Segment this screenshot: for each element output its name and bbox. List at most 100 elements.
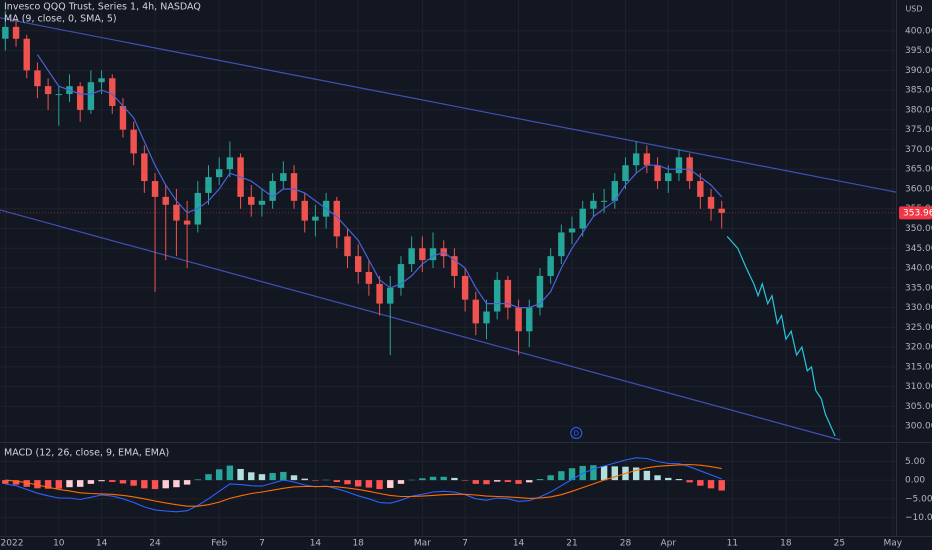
y-tick-label: 365.00 [905,165,932,175]
histogram-bar [87,480,95,484]
x-tick-label: Apr [660,539,676,549]
histogram-bar [397,480,405,484]
candle-body [568,228,576,233]
histogram-bar [558,471,565,481]
candle-body [515,307,522,332]
histogram-bar [547,475,554,481]
symbol-title: Invesco QQQ Trust, Series 1, 4h, NASDAQ [4,2,201,13]
histogram-bar [130,480,137,486]
y-tick-label: 5.00 [905,457,925,467]
y-tick-label: 400.00 [905,26,932,36]
histogram-bar [269,473,276,481]
histogram-bar [590,465,597,481]
candle-body [183,220,191,225]
candle-body [504,279,512,308]
x-tick-label: 14 [310,539,322,549]
candle-body [344,236,351,257]
candle-body [312,216,319,221]
histogram-bar [162,480,169,489]
histogram-bar [461,480,469,481]
y-tick-label: 0.00 [905,476,925,486]
histogram-bar [483,480,490,485]
candle-body [34,70,41,87]
candle-body [622,165,629,182]
histogram-bar [600,465,608,481]
histogram-bar [301,478,308,481]
candle-body [451,256,458,276]
x-tick-label: May [883,539,902,549]
candle-body [579,208,586,229]
histogram-bar [632,467,640,481]
candle-body [472,299,480,324]
candle-body [408,248,415,265]
histogram-bar [686,480,693,483]
candle-body [290,173,298,201]
histogram-bar [376,480,383,490]
x-tick-label: 21 [566,539,577,549]
x-tick-label: 25 [834,539,845,549]
candle-body [55,94,63,96]
candle-body [87,82,95,110]
x-tick-label: 18 [780,539,792,549]
candle-body [354,256,362,272]
candle-body [611,181,619,201]
x-tick-label: 14 [513,539,525,549]
y-tick-label: 375.00 [905,125,932,135]
histogram-bar [718,480,725,491]
candle-body [590,200,597,209]
candle-body [141,153,148,182]
y-tick-label: 380.00 [905,105,932,115]
y-tick-label: 360.00 [905,184,932,194]
histogram-bar [536,479,544,481]
candle-body [365,271,373,284]
histogram-bar [258,474,266,481]
histogram-bar [205,474,212,481]
histogram-bar [183,480,191,485]
candle-body [429,248,437,261]
y-tick-label: −5.00 [905,494,932,504]
histogram-bar [151,480,159,490]
histogram-bar [290,475,298,481]
histogram-bar [12,480,20,485]
candle-body [697,181,704,197]
histogram-bar [440,476,447,481]
candle-body [76,86,84,110]
histogram-bar [280,471,287,481]
y-tick-label: 315.00 [905,362,932,372]
histogram-bar [643,470,651,481]
histogram-bar [472,480,480,484]
y-tick-label: 325.00 [905,323,932,333]
candle-body [333,200,341,237]
candle-body [215,169,223,178]
candle-body [665,173,672,182]
candle-body [707,196,715,209]
candle-body [526,307,533,332]
price-pane: D [0,0,896,442]
histogram-bar [707,480,715,489]
histogram-bar [333,480,341,482]
y-tick-label: 340.00 [905,264,932,274]
histogram-bar [526,480,533,483]
candle-body [226,157,234,170]
candle-body [23,38,30,71]
ma-line [36,54,723,309]
x-tick-label: 18 [352,539,364,549]
macd-legend: MACD (12, 26, close, 9, EMA, EMA) [4,448,169,459]
histogram-bar [44,480,52,489]
histogram-bar [76,480,84,487]
y-tick-label: 335.00 [905,283,932,293]
y-tick-label: 300.00 [905,422,932,432]
candle-body [151,181,159,197]
histogram-bar [34,480,41,489]
histogram-bar [312,480,319,481]
histogram-bar [248,472,255,481]
last-price-badge [899,206,932,220]
histogram-bar [98,480,105,482]
x-tick-label: 28 [620,539,632,549]
x-tick-label: Feb [211,539,227,549]
candle-body [397,264,405,288]
candle-body [280,173,287,182]
histogram-bar [237,468,244,481]
dividend-marker [570,427,583,439]
